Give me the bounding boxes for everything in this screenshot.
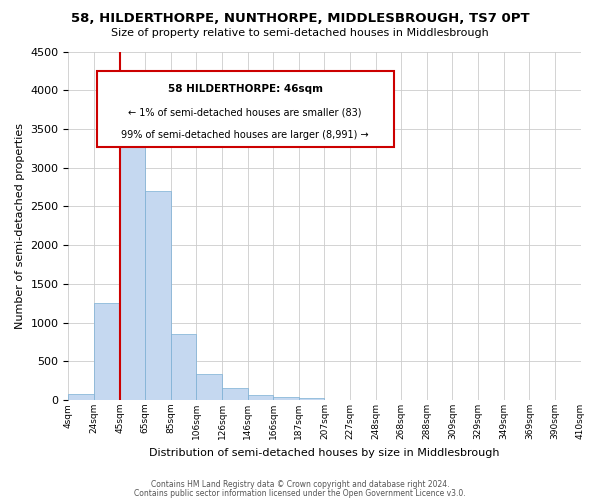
Bar	[145, 191, 171, 400]
Bar	[68, 394, 94, 400]
Text: Contains HM Land Registry data © Crown copyright and database right 2024.: Contains HM Land Registry data © Crown c…	[151, 480, 449, 489]
Text: Contains public sector information licensed under the Open Government Licence v3: Contains public sector information licen…	[134, 488, 466, 498]
Bar	[171, 334, 196, 400]
Text: Size of property relative to semi-detached houses in Middlesbrough: Size of property relative to semi-detach…	[111, 28, 489, 38]
FancyBboxPatch shape	[97, 70, 394, 148]
X-axis label: Distribution of semi-detached houses by size in Middlesbrough: Distribution of semi-detached houses by …	[149, 448, 500, 458]
Bar	[94, 303, 119, 400]
Y-axis label: Number of semi-detached properties: Number of semi-detached properties	[15, 123, 25, 329]
Bar	[273, 397, 299, 400]
Text: ← 1% of semi-detached houses are smaller (83): ← 1% of semi-detached houses are smaller…	[128, 108, 362, 118]
Bar	[119, 121, 145, 400]
Bar	[248, 396, 273, 400]
Text: 58 HILDERTHORPE: 46sqm: 58 HILDERTHORPE: 46sqm	[167, 84, 323, 94]
Bar	[299, 398, 325, 400]
Bar	[222, 388, 248, 400]
Bar	[196, 374, 222, 400]
Text: 99% of semi-detached houses are larger (8,991) →: 99% of semi-detached houses are larger (…	[121, 130, 369, 140]
Text: 58, HILDERTHORPE, NUNTHORPE, MIDDLESBROUGH, TS7 0PT: 58, HILDERTHORPE, NUNTHORPE, MIDDLESBROU…	[71, 12, 529, 26]
